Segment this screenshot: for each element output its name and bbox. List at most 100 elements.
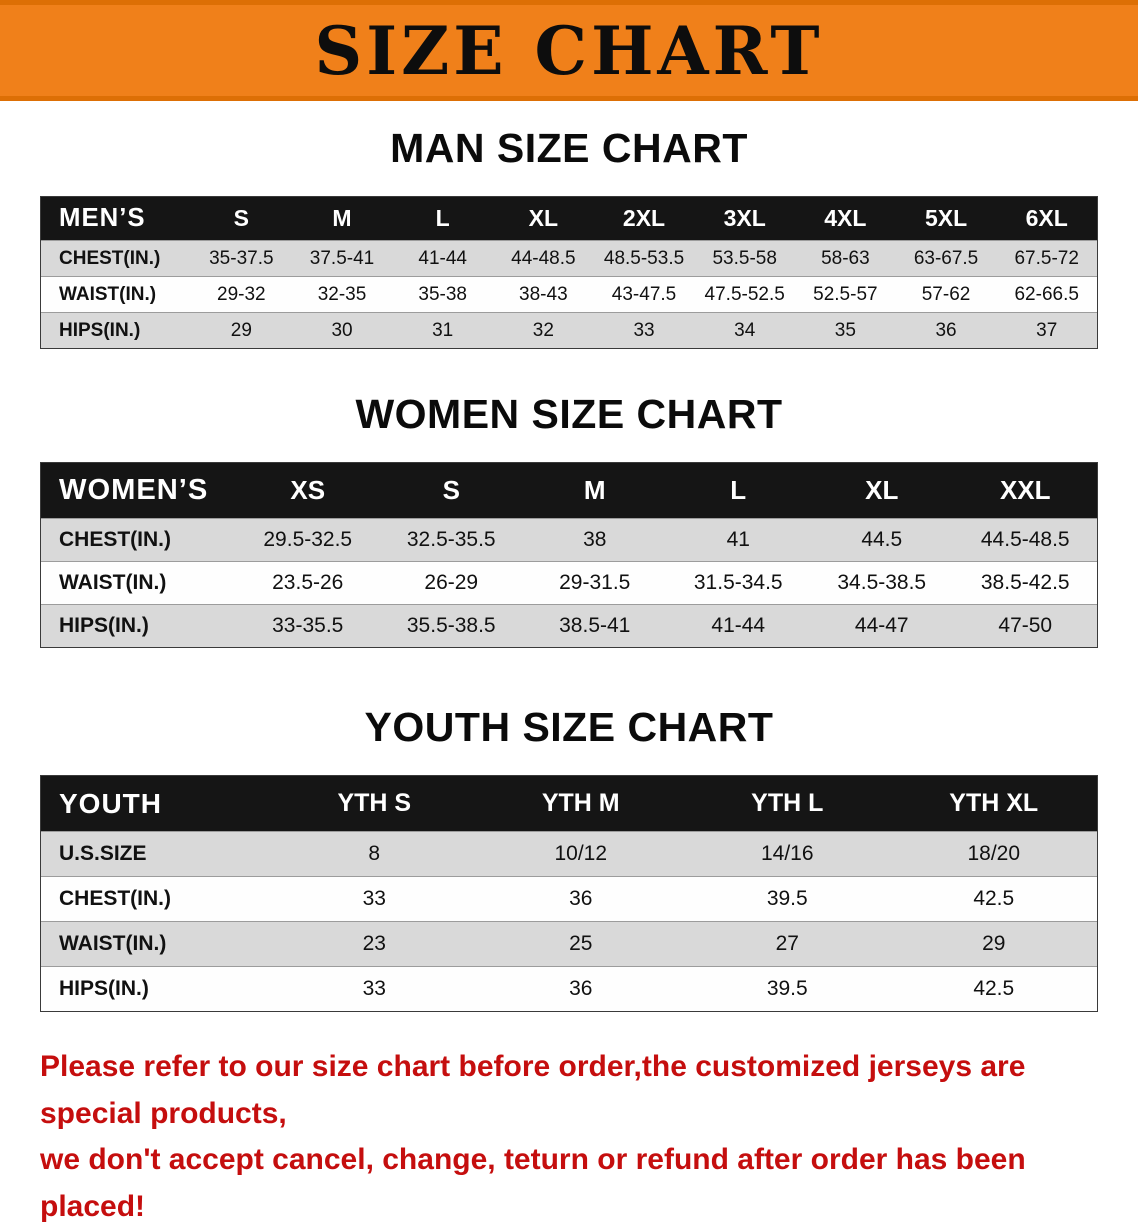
table-cell: 34.5-38.5 bbox=[837, 571, 927, 594]
table-cell: 48.5-53.5 bbox=[603, 247, 685, 269]
table-cell: 32-35 bbox=[317, 283, 367, 305]
row-label: HIPS(IN.) bbox=[59, 319, 141, 341]
disclaimer-line-2: we don't accept cancel, change, teturn o… bbox=[40, 1143, 1026, 1223]
table-cell: 41 bbox=[726, 528, 750, 551]
row-label: CHEST(IN.) bbox=[59, 528, 171, 551]
table-header-row: MEN’S S M L XL 2XL 3XL 4XL 5XL 6XL bbox=[41, 197, 1097, 240]
table-cell: 38 bbox=[583, 528, 607, 551]
disclaimer-note: Please refer to our size chart before or… bbox=[40, 1044, 1098, 1230]
table-row: WAIST(IN.) 23.5-26 26-29 29-31.5 31.5-34.5 34… bbox=[41, 561, 1097, 604]
table-cell: 29 bbox=[982, 932, 1006, 955]
table-corner-label: WOMEN’S bbox=[59, 474, 209, 506]
table-cell: 39.5 bbox=[766, 887, 808, 910]
table-cell: 38.5-41 bbox=[559, 614, 631, 637]
table-row: HIPS(IN.) 33 36 39.5 42.5 bbox=[41, 966, 1097, 1011]
column-header: 6XL bbox=[1025, 205, 1068, 231]
table-cell: 38-43 bbox=[519, 283, 568, 305]
column-header: 2XL bbox=[622, 205, 666, 231]
row-label: CHEST(IN.) bbox=[59, 247, 161, 269]
table-cell: 14/16 bbox=[760, 842, 814, 865]
men-size-table: MEN’S S M L XL 2XL 3XL 4XL 5XL 6XL CHEST(IN.) 35-37… bbox=[40, 196, 1098, 349]
table-header-row: YOUTH YTH S YTH M YTH L YTH XL bbox=[41, 776, 1097, 831]
column-header: S bbox=[233, 205, 249, 231]
table-cell: 47.5-52.5 bbox=[704, 283, 785, 305]
column-header: YTH M bbox=[541, 789, 620, 817]
table-cell: 39.5 bbox=[766, 977, 808, 1000]
table-cell: 42.5 bbox=[973, 887, 1015, 910]
size-chart-banner: SIZE CHART bbox=[0, 0, 1138, 101]
table-cell: 35-38 bbox=[418, 283, 467, 305]
table-cell: 23.5-26 bbox=[272, 571, 344, 594]
table-row: CHEST(IN.) 29.5-32.5 32.5-35.5 38 41 44.5 44.5… bbox=[41, 518, 1097, 561]
table-cell: 44-47 bbox=[854, 614, 909, 637]
table-cell: 41-44 bbox=[711, 614, 766, 637]
column-header: M bbox=[332, 205, 352, 231]
table-row: CHEST(IN.) 35-37.5 37.5-41 41-44 44-48.5 48.5… bbox=[41, 240, 1097, 276]
table-cell: 32.5-35.5 bbox=[406, 528, 496, 551]
table-cell: 29-31.5 bbox=[559, 571, 631, 594]
women-size-chart-heading: WOMEN SIZE CHART bbox=[355, 391, 783, 437]
table-cell: 27 bbox=[775, 932, 799, 955]
table-cell: 26-29 bbox=[424, 571, 479, 594]
table-cell: 29-32 bbox=[217, 283, 266, 305]
table-cell: 38.5-42.5 bbox=[980, 571, 1070, 594]
disclaimer-line-1: Please refer to our size chart before or… bbox=[40, 1050, 1026, 1130]
table-cell: 31.5-34.5 bbox=[693, 571, 783, 594]
banner-title: SIZE CHART bbox=[314, 11, 824, 90]
table-cell: 23 bbox=[362, 932, 386, 955]
column-header: YTH XL bbox=[949, 789, 1039, 817]
table-cell: 44.5-48.5 bbox=[980, 528, 1070, 551]
row-label: WAIST(IN.) bbox=[59, 283, 157, 305]
column-header: S bbox=[442, 475, 460, 505]
table-row: WAIST(IN.) 29-32 32-35 35-38 38-43 43-47.5 47.… bbox=[41, 276, 1097, 312]
table-cell: 41-44 bbox=[418, 247, 467, 269]
table-row: U.S.SIZE 8 10/12 14/16 18/20 bbox=[41, 831, 1097, 876]
table-cell: 33 bbox=[362, 887, 386, 910]
table-cell: 37 bbox=[1036, 319, 1058, 341]
table-cell: 29.5-32.5 bbox=[263, 528, 353, 551]
row-label: WAIST(IN.) bbox=[59, 571, 167, 594]
table-cell: 31 bbox=[432, 319, 454, 341]
column-header: YTH L bbox=[751, 789, 824, 817]
table-cell: 35 bbox=[834, 319, 856, 341]
table-row: CHEST(IN.) 33 36 39.5 42.5 bbox=[41, 876, 1097, 921]
row-label: WAIST(IN.) bbox=[59, 932, 167, 955]
youth-size-table: YOUTH YTH S YTH M YTH L YTH XL U.S.SIZE 8 10/12… bbox=[40, 775, 1098, 1012]
man-size-chart-heading: MAN SIZE CHART bbox=[390, 125, 748, 171]
table-cell: 42.5 bbox=[973, 977, 1015, 1000]
table-cell: 57-62 bbox=[921, 283, 971, 305]
column-header: 4XL bbox=[824, 205, 867, 231]
table-cell: 35-37.5 bbox=[209, 247, 274, 269]
table-cell: 8 bbox=[368, 842, 381, 865]
table-corner-label: YOUTH bbox=[59, 787, 162, 819]
table-cell: 35.5-38.5 bbox=[406, 614, 496, 637]
column-header: M bbox=[583, 475, 606, 505]
column-header: XL bbox=[528, 205, 559, 231]
column-header: XS bbox=[290, 475, 326, 505]
column-header: YTH S bbox=[337, 789, 412, 817]
table-corner-label: MEN’S bbox=[59, 204, 146, 232]
table-cell: 33 bbox=[362, 977, 386, 1000]
column-header: XXL bbox=[999, 475, 1051, 505]
table-cell: 36 bbox=[935, 319, 957, 341]
column-header: 3XL bbox=[723, 205, 766, 231]
table-cell: 52.5-57 bbox=[813, 283, 878, 305]
table-cell: 33 bbox=[633, 319, 655, 341]
table-row: HIPS(IN.) 29 30 31 32 33 34 35 36 37 bbox=[41, 312, 1097, 348]
table-cell: 30 bbox=[331, 319, 353, 341]
table-row: HIPS(IN.) 33-35.5 35.5-38.5 38.5-41 41-44 44-… bbox=[41, 604, 1097, 647]
table-cell: 18/20 bbox=[967, 842, 1021, 865]
women-size-table: WOMEN’S XS S M L XL XXL CHEST(IN.) 29.5-32.5 32.5… bbox=[40, 462, 1098, 648]
table-row: WAIST(IN.) 23 25 27 29 bbox=[41, 921, 1097, 966]
table-cell: 34 bbox=[734, 319, 756, 341]
row-label: HIPS(IN.) bbox=[59, 977, 149, 1000]
table-cell: 53.5-58 bbox=[712, 247, 777, 269]
table-cell: 67.5-72 bbox=[1014, 247, 1079, 269]
column-header: L bbox=[435, 205, 450, 231]
table-cell: 44-48.5 bbox=[511, 247, 576, 269]
column-header: L bbox=[730, 475, 747, 505]
youth-size-chart-heading: YOUTH SIZE CHART bbox=[364, 704, 774, 750]
row-label: CHEST(IN.) bbox=[59, 887, 171, 910]
table-cell: 33-35.5 bbox=[272, 614, 344, 637]
table-cell: 44.5 bbox=[861, 528, 903, 551]
